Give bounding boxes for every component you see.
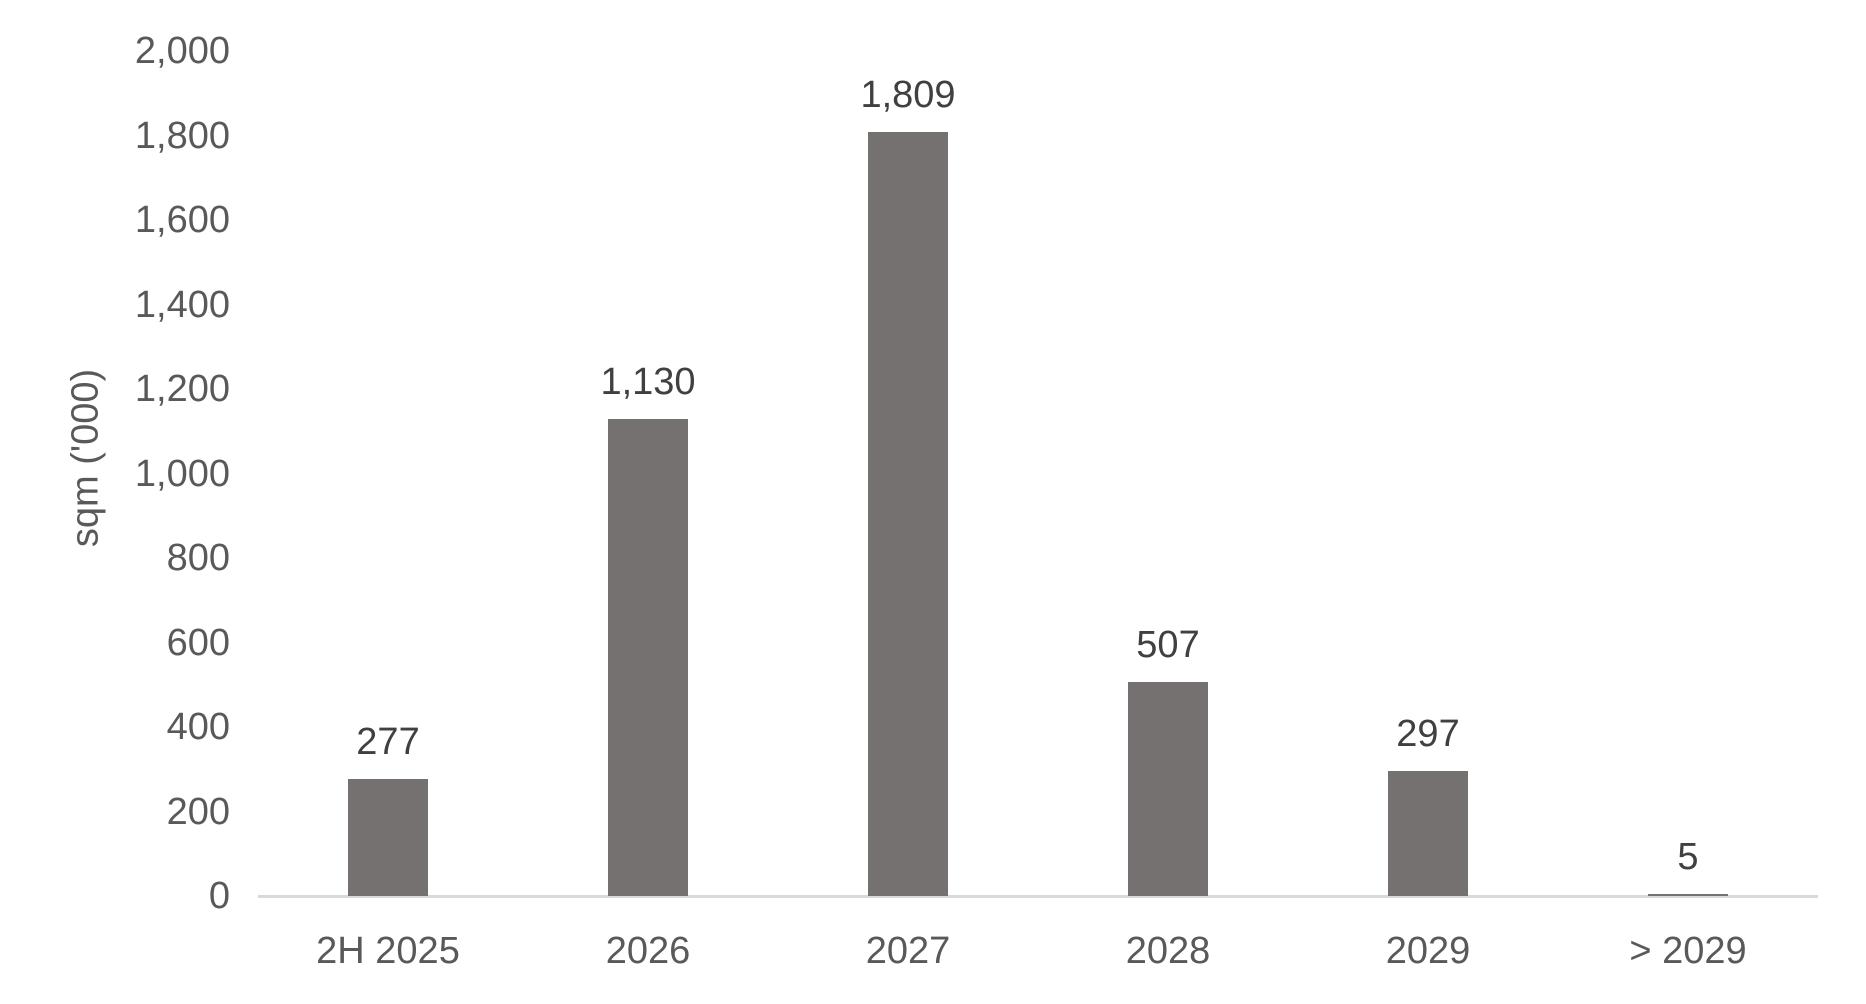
y-tick-label: 600 [166,621,230,664]
y-tick-label: 0 [208,875,230,917]
x-tick-label: > 2029 [1629,930,1747,972]
x-tick-label: 2H 2025 [316,930,460,972]
y-tick-label: 1,200 [134,368,230,410]
bar->-2029 [1648,894,1728,896]
bar-2h-2025 [348,779,428,896]
bar-value-label: 1,809 [860,74,956,116]
y-tick-label: 1,000 [134,452,230,495]
bar-2028 [1128,682,1208,896]
x-tick-label: 2026 [605,930,691,972]
x-axis-line [258,895,1818,898]
bar-2029 [1388,771,1468,896]
bar-value-label: 297 [1396,713,1460,755]
bar-2027 [868,132,948,896]
y-tick-label: 1,400 [134,283,230,326]
x-tick-label: 2027 [865,930,951,972]
y-tick-label: 1,800 [134,114,230,157]
bar-value-label: 1,130 [600,361,696,403]
y-tick-label: 200 [166,790,230,833]
y-tick-label: 800 [166,537,230,579]
bar-value-label: 507 [1136,624,1200,666]
bar-value-label: 5 [1677,836,1699,878]
y-tick-label: 2,000 [134,30,230,72]
x-tick-label: 2028 [1125,930,1211,972]
x-tick-label: 2029 [1385,930,1471,972]
bar-2026 [608,419,688,896]
y-tick-label: 1,600 [134,199,230,241]
y-tick-label: 400 [166,706,230,748]
bar-value-label: 277 [356,721,420,763]
